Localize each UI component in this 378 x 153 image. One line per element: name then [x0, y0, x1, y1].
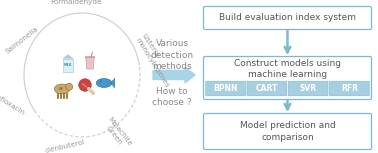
Text: Listeria
monocytogenes: Listeria monocytogenes [135, 33, 176, 89]
FancyBboxPatch shape [206, 81, 246, 96]
FancyBboxPatch shape [203, 114, 372, 149]
FancyBboxPatch shape [203, 6, 372, 30]
Text: Malachite
Green: Malachite Green [101, 116, 133, 151]
Circle shape [79, 79, 91, 91]
Circle shape [100, 81, 101, 82]
Text: RFR: RFR [341, 84, 358, 93]
Text: MLK: MLK [64, 63, 72, 67]
Text: BPNN: BPNN [213, 84, 238, 93]
FancyBboxPatch shape [330, 81, 369, 96]
Circle shape [91, 92, 95, 95]
Text: Enrofloxacin: Enrofloxacin [0, 88, 26, 116]
Text: Construct models using
machine learning: Construct models using machine learning [234, 59, 341, 79]
Text: Build evaluation index system: Build evaluation index system [219, 13, 356, 22]
Ellipse shape [59, 87, 63, 90]
FancyBboxPatch shape [288, 81, 328, 96]
Text: Salmonella: Salmonella [4, 26, 39, 55]
Text: Various
detection
methods: Various detection methods [150, 39, 194, 71]
Polygon shape [111, 78, 115, 88]
FancyBboxPatch shape [85, 56, 94, 58]
Text: How to
choose ?: How to choose ? [152, 87, 192, 107]
FancyBboxPatch shape [203, 56, 372, 99]
Polygon shape [86, 57, 94, 69]
FancyBboxPatch shape [63, 58, 73, 71]
FancyBboxPatch shape [247, 81, 287, 96]
Ellipse shape [96, 78, 112, 88]
Text: Model prediction and
comparison: Model prediction and comparison [240, 121, 335, 142]
Text: clenbuterol: clenbuterol [45, 139, 86, 153]
Text: Formaldehyde: Formaldehyde [51, 0, 102, 5]
Circle shape [66, 83, 73, 90]
Polygon shape [63, 55, 73, 58]
Ellipse shape [54, 84, 70, 94]
FancyArrow shape [153, 67, 195, 83]
Text: CART: CART [256, 84, 278, 93]
Text: SVR: SVR [299, 84, 317, 93]
Circle shape [99, 81, 102, 83]
